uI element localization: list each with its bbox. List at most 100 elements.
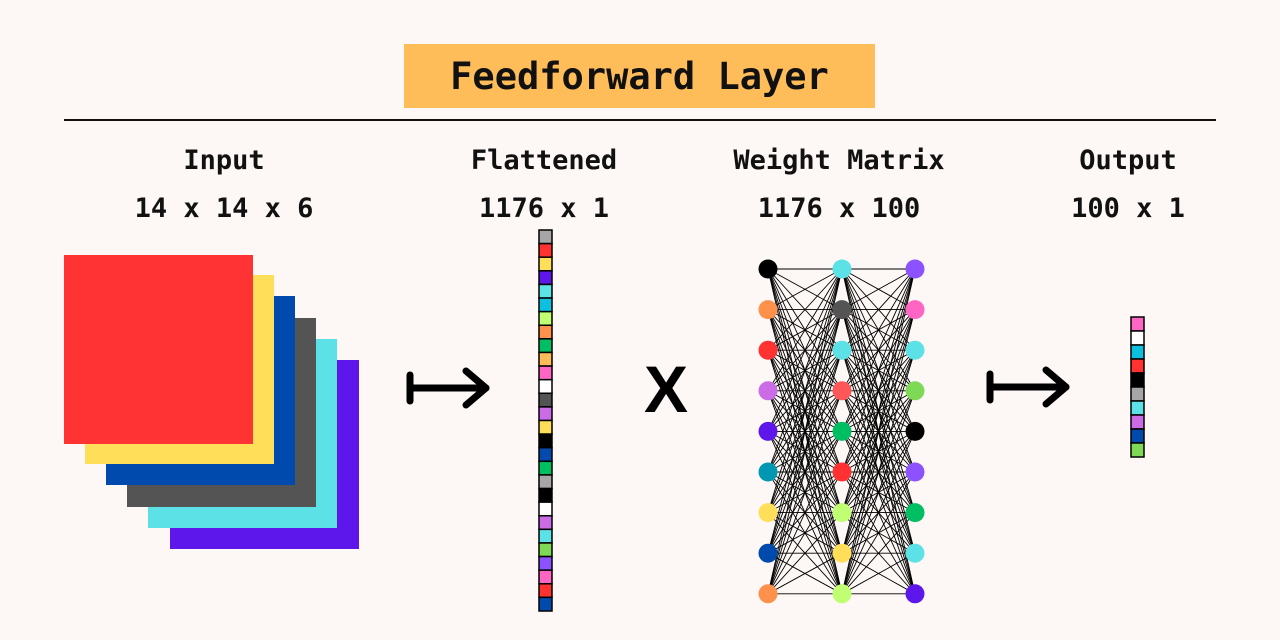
diagram-title: Feedforward Layer <box>404 44 875 108</box>
network-edge <box>767 309 843 594</box>
flattened-cell <box>538 555 553 571</box>
flattened-cell <box>538 283 553 299</box>
input-dims: 14 x 14 x 6 <box>134 193 314 224</box>
network-node <box>905 584 925 604</box>
network-edge <box>841 268 916 310</box>
network-node <box>905 462 925 482</box>
flattened-cell <box>538 324 553 340</box>
network-node <box>832 543 852 563</box>
network-node <box>832 462 852 482</box>
flattened-cell <box>538 583 553 599</box>
network-edge <box>767 552 843 595</box>
network-edge <box>767 268 843 473</box>
output-arrow <box>986 366 1070 408</box>
network-edge <box>767 268 843 594</box>
output-dims: 100 x 1 <box>1071 193 1185 224</box>
weight-matrix-network <box>758 259 925 604</box>
network-node <box>758 584 778 604</box>
network-node <box>758 543 778 563</box>
weights-label: Weight Matrix <box>733 145 945 176</box>
output-cell <box>1130 442 1145 458</box>
flattened-cell <box>538 433 553 449</box>
flattened-cell <box>538 270 553 286</box>
network-edge <box>841 431 916 594</box>
flattened-cell <box>538 419 553 435</box>
flattened-cell <box>538 338 553 354</box>
network-edge <box>767 268 843 513</box>
network-edge <box>841 268 916 351</box>
output-cell <box>1130 358 1145 374</box>
flattened-dims: 1176 x 1 <box>478 193 610 224</box>
flattened-cell <box>538 501 553 517</box>
network-node <box>758 421 778 441</box>
output-cell <box>1130 428 1145 444</box>
network-edges <box>767 268 916 595</box>
network-node <box>758 259 778 279</box>
network-edge <box>767 471 843 595</box>
network-node <box>758 462 778 482</box>
input-channel-1 <box>64 255 253 444</box>
network-node <box>832 300 852 320</box>
flattened-cell <box>538 596 553 612</box>
network-edge <box>767 268 843 392</box>
network-edge <box>767 268 843 432</box>
network-node <box>832 340 852 360</box>
flattened-cell <box>538 392 553 408</box>
output-cell <box>1130 316 1145 332</box>
flattened-vector <box>538 229 553 612</box>
network-edge <box>841 512 916 595</box>
flattened-cell <box>538 378 553 395</box>
flattened-cell <box>538 406 553 422</box>
network-node <box>905 543 925 563</box>
flattened-cell <box>538 229 553 245</box>
network-edge <box>767 350 843 594</box>
network-nodes <box>758 259 925 604</box>
network-node <box>905 421 925 441</box>
network-edge <box>767 268 843 310</box>
network-edge <box>767 431 843 594</box>
network-edge <box>841 390 916 594</box>
flattened-cell <box>538 542 553 558</box>
network-edge <box>841 268 916 392</box>
network-edge <box>841 552 916 595</box>
input-label: Input <box>183 145 265 176</box>
flattened-cell <box>538 351 553 367</box>
flattened-cell <box>538 446 553 463</box>
flattened-cell <box>538 365 553 381</box>
network-node <box>758 381 778 401</box>
flattened-cell <box>538 528 553 544</box>
network-node <box>758 300 778 320</box>
flatten-arrow <box>406 367 490 409</box>
output-cell <box>1130 344 1145 360</box>
weights-dims: 1176 x 100 <box>757 193 921 224</box>
network-node <box>905 340 925 360</box>
flattened-cell <box>538 487 553 503</box>
title-divider <box>64 119 1216 121</box>
output-cell <box>1130 414 1145 430</box>
network-node <box>832 259 852 279</box>
network-edge <box>841 268 916 554</box>
network-node <box>758 340 778 360</box>
output-label: Output <box>1079 145 1177 176</box>
flattened-cell <box>538 242 553 258</box>
output-cell <box>1130 400 1145 416</box>
multiply-operator: X <box>644 352 688 426</box>
network-edge <box>767 268 843 554</box>
network-edge <box>841 268 916 594</box>
flattened-label: Flattened <box>470 145 618 176</box>
network-edge <box>841 350 916 594</box>
network-node <box>905 259 925 279</box>
network-edge <box>767 390 843 594</box>
input-stack <box>64 255 359 549</box>
network-node <box>905 503 925 523</box>
network-edge <box>841 268 916 513</box>
flattened-cell <box>538 310 553 327</box>
flattened-cell <box>538 569 553 585</box>
output-vector <box>1130 316 1145 458</box>
network-edge <box>841 268 916 432</box>
network-node <box>832 503 852 523</box>
network-edge <box>767 512 843 595</box>
output-cell <box>1130 386 1145 402</box>
network-edge <box>841 268 916 473</box>
